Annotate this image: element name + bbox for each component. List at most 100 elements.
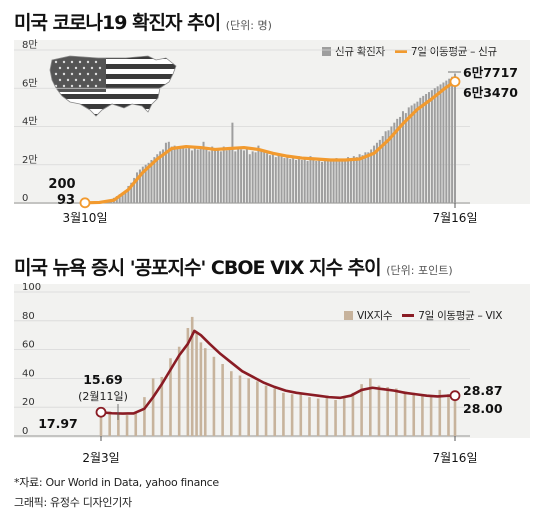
bar: [160, 376, 164, 436]
bar: [240, 149, 243, 203]
bar: [412, 392, 416, 436]
bar: [341, 159, 344, 203]
bar: [448, 78, 451, 203]
bar: [326, 160, 329, 203]
bar: [264, 385, 268, 436]
bar: [173, 145, 176, 204]
end-bar-label: 28.87: [463, 383, 503, 398]
legend-bar-swatch-icon: [322, 47, 331, 56]
bar: [316, 398, 320, 436]
y-tick-label: 6만: [22, 77, 38, 89]
bar: [308, 397, 311, 436]
moving-average-line: [99, 329, 457, 415]
bar: [127, 185, 130, 203]
bar: [190, 316, 194, 436]
chart2-unit-note: (단위: 포인트): [386, 264, 453, 277]
bar: [205, 148, 208, 203]
bar: [182, 145, 185, 204]
bar: [347, 157, 350, 203]
bar: [186, 328, 190, 436]
bar: [325, 395, 329, 436]
bar: [199, 147, 202, 203]
x-axis-label: 3월10일: [63, 211, 108, 225]
chart1-legend-line-label: 7일 이동평균 – 신규: [410, 46, 497, 58]
bar: [433, 88, 436, 203]
bar: [358, 154, 361, 203]
bar: [247, 378, 250, 436]
bar: [125, 415, 129, 436]
bar: [381, 136, 384, 203]
bar: [256, 381, 259, 436]
bar: [364, 152, 367, 203]
bar: [117, 413, 120, 436]
bar: [286, 156, 289, 203]
bar: [170, 146, 173, 203]
bar: [121, 192, 124, 203]
y-tick-label: 60: [22, 340, 35, 351]
bar: [225, 150, 228, 203]
bar: [344, 159, 347, 203]
bar: [295, 159, 298, 203]
bar: [277, 155, 280, 203]
bar: [378, 139, 381, 203]
bar: [447, 394, 450, 436]
bar: [208, 151, 211, 203]
bar: [303, 158, 306, 203]
bar: [245, 147, 248, 203]
bar: [355, 157, 358, 203]
bar: [401, 111, 404, 203]
bar: [177, 346, 181, 436]
y-tick-label: 80: [22, 311, 35, 322]
bar: [297, 156, 300, 203]
bar: [425, 93, 428, 203]
bar: [299, 392, 303, 436]
bar: [202, 141, 205, 203]
bar: [390, 126, 393, 203]
legend-bar-swatch-icon: [344, 311, 353, 320]
bar: [211, 146, 214, 203]
chart2-legend: VIX지수 7일 이동평균 – VIX: [344, 308, 502, 323]
bar: [323, 159, 326, 203]
bar: [188, 146, 191, 203]
bar: [266, 153, 269, 203]
bar: [195, 332, 198, 436]
legend-line-swatch-icon: [394, 50, 407, 53]
bar: [403, 391, 407, 436]
bar: [190, 150, 193, 203]
start-marker-icon: [95, 406, 107, 418]
bar: [290, 394, 294, 436]
source-note: *자료: Our World in Data, yahoo finance: [14, 476, 219, 489]
bar: [342, 397, 346, 436]
bar: [315, 160, 318, 203]
chart1-legend-bar-label: 신규 확진자: [335, 46, 385, 58]
end-avg-label: 28.00: [463, 401, 503, 416]
bar: [237, 147, 240, 203]
bar: [254, 152, 257, 203]
bar: [280, 156, 283, 203]
bar: [427, 92, 430, 203]
bar: [430, 90, 433, 203]
bar: [124, 190, 127, 203]
bar: [118, 194, 121, 203]
bar: [453, 394, 457, 436]
x-axis-label: 2월3일: [82, 451, 119, 465]
bar: [445, 80, 448, 203]
bar: [300, 159, 303, 203]
bar: [219, 151, 222, 203]
bar: [251, 151, 254, 203]
bar: [263, 151, 266, 203]
bar: [283, 158, 286, 203]
bar: [282, 392, 285, 436]
bar: [159, 151, 162, 203]
bar: [410, 105, 413, 203]
bar: [395, 388, 398, 436]
bar: [439, 84, 442, 203]
bar: [221, 364, 224, 436]
y-tick-label: 40: [22, 368, 35, 379]
y-tick-label: 0: [22, 193, 28, 204]
x-axis-label: 7월16일: [433, 451, 478, 465]
bar: [185, 148, 188, 203]
bar: [228, 149, 231, 203]
bar: [329, 159, 332, 203]
bar: [136, 172, 139, 203]
